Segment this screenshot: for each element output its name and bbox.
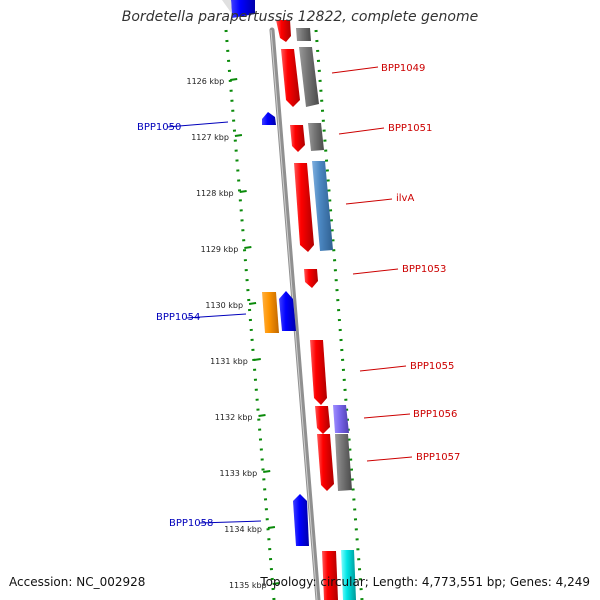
label-bpp1055[interactable]: BPP1055 bbox=[410, 361, 454, 372]
gene-bottom-red[interactable] bbox=[322, 551, 338, 600]
scale-tick-label: 1131 kbp bbox=[210, 357, 248, 366]
leader-bpp1051 bbox=[338, 127, 385, 135]
gene-bpp1057[interactable] bbox=[335, 434, 352, 491]
gene-bpp1053[interactable] bbox=[304, 269, 318, 288]
scale-tick-mark bbox=[272, 582, 280, 585]
label-bpp1057[interactable]: BPP1057 bbox=[416, 452, 460, 463]
leader-bpp1057 bbox=[366, 456, 413, 462]
accession-text: Accession: NC_002928 bbox=[9, 575, 146, 589]
gene-bpp1054[interactable] bbox=[279, 291, 296, 331]
leader-bpp1056 bbox=[363, 413, 411, 419]
gene-bpp1056-red[interactable] bbox=[315, 406, 330, 434]
scale-tick-mark bbox=[230, 78, 238, 81]
gene-top-gray[interactable] bbox=[296, 28, 311, 41]
scale-tick-mark bbox=[248, 302, 257, 305]
topology-text: Topology: circular; Length: 4,773,551 bp… bbox=[260, 575, 590, 589]
gene-ilva-red[interactable] bbox=[294, 163, 314, 252]
label-ilva[interactable]: ilvA bbox=[396, 193, 414, 204]
gene-bpp1056[interactable] bbox=[333, 405, 349, 433]
scale-tick-label: 1129 kbp bbox=[201, 245, 239, 254]
gene-bottom-cyan[interactable] bbox=[341, 550, 356, 600]
scale-tick-mark bbox=[263, 470, 271, 473]
gene-bpp1049[interactable] bbox=[299, 47, 319, 107]
gene-bpp1049-red[interactable] bbox=[281, 49, 300, 107]
leader-ilva bbox=[345, 198, 393, 205]
label-bpp1054[interactable]: BPP1054 bbox=[156, 312, 200, 323]
scale-tick-label: 1126 kbp bbox=[187, 77, 225, 86]
label-bpp1056[interactable]: BPP1056 bbox=[413, 409, 457, 420]
gene-bpp1051-red[interactable] bbox=[290, 125, 305, 152]
right-boundary-line bbox=[314, 29, 364, 600]
label-bpp1049[interactable]: BPP1049 bbox=[381, 63, 425, 74]
leader-bpp1058 bbox=[198, 520, 262, 524]
scale-tick-mark bbox=[234, 134, 243, 137]
scale-tick-mark bbox=[267, 526, 276, 529]
gene-bpp1054-orange[interactable] bbox=[262, 292, 279, 333]
label-bpp1058[interactable]: BPP1058 bbox=[169, 518, 213, 529]
gene-bpp1050[interactable] bbox=[262, 112, 276, 125]
scale-tick-label: 1127 kbp bbox=[191, 133, 229, 142]
gene-ilva[interactable] bbox=[312, 161, 333, 251]
leader-bpp1054 bbox=[185, 313, 247, 319]
gene-bpp1057-red[interactable] bbox=[317, 434, 334, 491]
scale-tick-label: 1133 kbp bbox=[220, 469, 258, 478]
leader-bpp1050 bbox=[166, 121, 229, 128]
label-bpp1053[interactable]: BPP1053 bbox=[402, 264, 446, 275]
gene-top-blue[interactable] bbox=[222, 0, 255, 18]
gene-top-red[interactable] bbox=[276, 20, 291, 42]
scale-tick-label: 1134 kbp bbox=[224, 525, 262, 534]
leader-bpp1053 bbox=[352, 268, 399, 275]
gene-bpp1051[interactable] bbox=[308, 123, 324, 151]
scale-tick-label: 1132 kbp bbox=[215, 413, 253, 422]
gene-bpp1058[interactable] bbox=[293, 494, 309, 546]
scale-tick-mark bbox=[253, 358, 261, 361]
scale-tick-mark bbox=[258, 414, 266, 417]
map-title: Bordetella parapertussis 12822, complete… bbox=[121, 9, 479, 25]
genome-backbone bbox=[269, 27, 321, 600]
scale-tick-mark bbox=[244, 246, 252, 249]
label-bpp1051[interactable]: BPP1051 bbox=[388, 123, 432, 134]
leader-bpp1055 bbox=[359, 365, 407, 372]
leader-bpp1049 bbox=[331, 66, 379, 74]
scale-tick-label: 1130 kbp bbox=[205, 301, 243, 310]
scale-tick-mark bbox=[239, 190, 247, 193]
scale-ticks: 1126 kbp 1127 kbp 1128 kbp 1129 kbp 1130 kbp… bbox=[187, 77, 280, 590]
gene-bpp1055[interactable] bbox=[310, 340, 327, 405]
scale-tick-label: 1135 kbp bbox=[229, 581, 267, 590]
scale-tick-label: 1128 kbp bbox=[196, 189, 234, 198]
label-bpp1050[interactable]: BPP1050 bbox=[137, 122, 181, 133]
